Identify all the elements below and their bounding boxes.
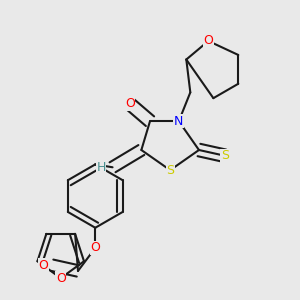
Text: O: O (56, 272, 66, 285)
Text: H: H (96, 161, 106, 174)
Text: O: O (203, 34, 213, 47)
Text: O: O (38, 259, 48, 272)
Text: N: N (174, 115, 184, 128)
Text: S: S (221, 149, 229, 162)
Text: S: S (166, 164, 174, 177)
Text: O: O (125, 98, 135, 110)
Text: O: O (90, 242, 100, 254)
